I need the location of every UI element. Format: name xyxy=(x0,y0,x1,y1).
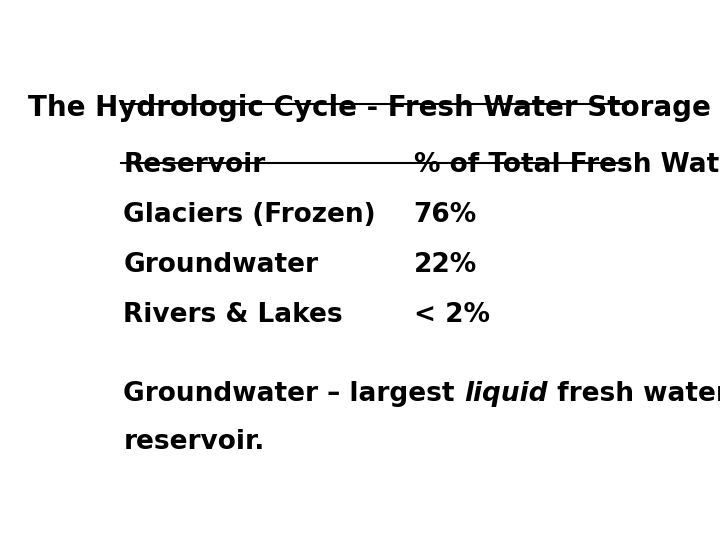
Text: Glaciers (Frozen): Glaciers (Frozen) xyxy=(124,202,376,228)
Text: 76%: 76% xyxy=(413,202,477,228)
Text: % of Total Fresh Water: % of Total Fresh Water xyxy=(413,152,720,178)
Text: 22%: 22% xyxy=(413,252,477,278)
Text: Groundwater: Groundwater xyxy=(124,252,318,278)
Text: Rivers & Lakes: Rivers & Lakes xyxy=(124,302,343,328)
Text: fresh water storage: fresh water storage xyxy=(548,381,720,407)
Text: < 2%: < 2% xyxy=(413,302,490,328)
Text: The Hydrologic Cycle - Fresh Water Storage: The Hydrologic Cycle - Fresh Water Stora… xyxy=(27,94,711,122)
Text: Groundwater – largest: Groundwater – largest xyxy=(124,381,464,407)
Text: reservoir.: reservoir. xyxy=(124,429,265,455)
Text: Reservoir: Reservoir xyxy=(124,152,266,178)
Text: liquid: liquid xyxy=(464,381,548,407)
